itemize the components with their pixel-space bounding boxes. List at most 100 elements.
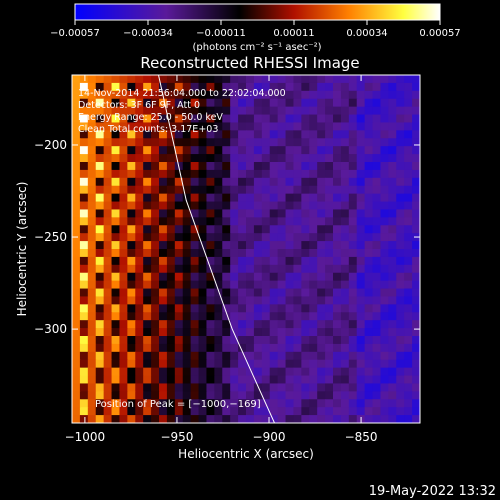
heatmap-cell [103, 233, 113, 242]
heatmap-cell [72, 90, 81, 100]
heatmap-cell [95, 90, 105, 100]
heatmap-cell [222, 312, 231, 321]
heatmap-cell [166, 130, 176, 139]
heatmap-cell [166, 351, 176, 361]
heatmap-cell [364, 217, 374, 226]
heatmap-cell [333, 304, 342, 313]
heatmap-cell [253, 415, 263, 423]
heatmap-cell [182, 169, 192, 179]
heatmap-cell [301, 375, 310, 385]
heatmap-cell [103, 296, 113, 305]
heatmap-cell [325, 280, 334, 290]
heatmap-cell [301, 122, 310, 131]
heatmap-cell [325, 138, 334, 147]
heatmap-cell [356, 375, 366, 385]
heatmap-cell [95, 185, 105, 195]
heatmap-cell [111, 391, 121, 400]
heatmap-cell [380, 288, 389, 298]
heatmap-cell [325, 154, 334, 163]
heatmap-cell [214, 75, 223, 84]
heatmap-cell [412, 336, 420, 345]
heatmap-cell [293, 288, 302, 298]
heatmap-cell [87, 304, 97, 313]
heatmap-cell [301, 193, 310, 203]
heatmap-cell [356, 296, 366, 305]
heatmap-cell [404, 280, 413, 290]
heatmap-cell [119, 130, 128, 139]
heatmap-cell [301, 264, 310, 274]
heatmap-cell [269, 256, 279, 266]
heatmap-cell [404, 336, 413, 345]
heatmap-cell [87, 90, 97, 100]
heatmap-cell [317, 399, 326, 408]
heatmap-cell [111, 177, 121, 187]
heatmap-cell [364, 383, 374, 392]
heatmap-cell [372, 320, 382, 329]
heatmap-cell [269, 399, 279, 408]
heatmap-cell [214, 106, 223, 116]
heatmap-cell [404, 351, 413, 361]
heatmap-cell [309, 312, 318, 321]
heatmap-cell [253, 146, 263, 155]
heatmap-cell [182, 264, 192, 274]
heatmap-cell [230, 82, 239, 92]
heatmap-cell [79, 312, 89, 321]
heatmap-cell [388, 415, 397, 423]
heatmap-cell [277, 185, 287, 195]
heatmap-cell [364, 280, 374, 290]
heatmap-cell [261, 82, 271, 92]
heatmap-cell [325, 169, 334, 179]
heatmap-cell [246, 193, 255, 203]
heatmap-cell [261, 233, 271, 242]
heatmap-cell [277, 177, 287, 187]
heatmap-cell [159, 98, 168, 108]
heatmap-cell [325, 106, 334, 116]
heatmap-cell [356, 82, 366, 92]
heatmap-cell [309, 138, 318, 147]
heatmap-cell [198, 375, 208, 385]
heatmap-cell [214, 249, 223, 258]
heatmap-cell [214, 288, 223, 298]
heatmap-cell [301, 272, 310, 282]
heatmap-cell [72, 407, 81, 416]
heatmap-cell [182, 256, 192, 266]
heatmap-cell [333, 201, 342, 211]
heatmap-cell [396, 399, 405, 408]
heatmap-cell [159, 367, 168, 377]
heatmap-cell [198, 209, 208, 218]
heatmap-cell [214, 114, 223, 124]
heatmap-cell [348, 130, 358, 139]
heatmap-cell [317, 256, 326, 266]
heatmap-cell [309, 193, 318, 203]
heatmap-cell [190, 407, 200, 416]
heatmap-cell [348, 169, 358, 179]
heatmap-cell [348, 336, 358, 345]
heatmap-cell [103, 415, 113, 423]
heatmap-cell [246, 407, 255, 416]
heatmap-cell [103, 130, 113, 139]
heatmap-cell [285, 328, 295, 337]
heatmap-cell [412, 122, 420, 131]
heatmap-cell [119, 415, 128, 423]
heatmap-cell [277, 138, 287, 147]
heatmap-cell [238, 201, 247, 211]
heatmap-cell [246, 154, 255, 163]
heatmap-cell [261, 130, 271, 139]
heatmap-cell [222, 193, 231, 203]
heatmap-cell [166, 193, 176, 203]
heatmap-cell [309, 217, 318, 226]
heatmap-cell [396, 241, 405, 250]
heatmap-cell [285, 336, 295, 345]
heatmap-cell [301, 233, 310, 242]
heatmap-cell [206, 280, 215, 290]
heatmap-cell [198, 280, 208, 290]
heatmap-cell [412, 90, 420, 100]
heatmap-cell [253, 130, 263, 139]
heatmap-cell [95, 312, 105, 321]
heatmap-cell [174, 114, 184, 124]
x-tick-label: −900 [253, 430, 286, 444]
heatmap-cell [388, 169, 397, 179]
heatmap-cell [333, 351, 342, 361]
heatmap-cell [396, 415, 405, 423]
heatmap-cell [222, 169, 231, 179]
